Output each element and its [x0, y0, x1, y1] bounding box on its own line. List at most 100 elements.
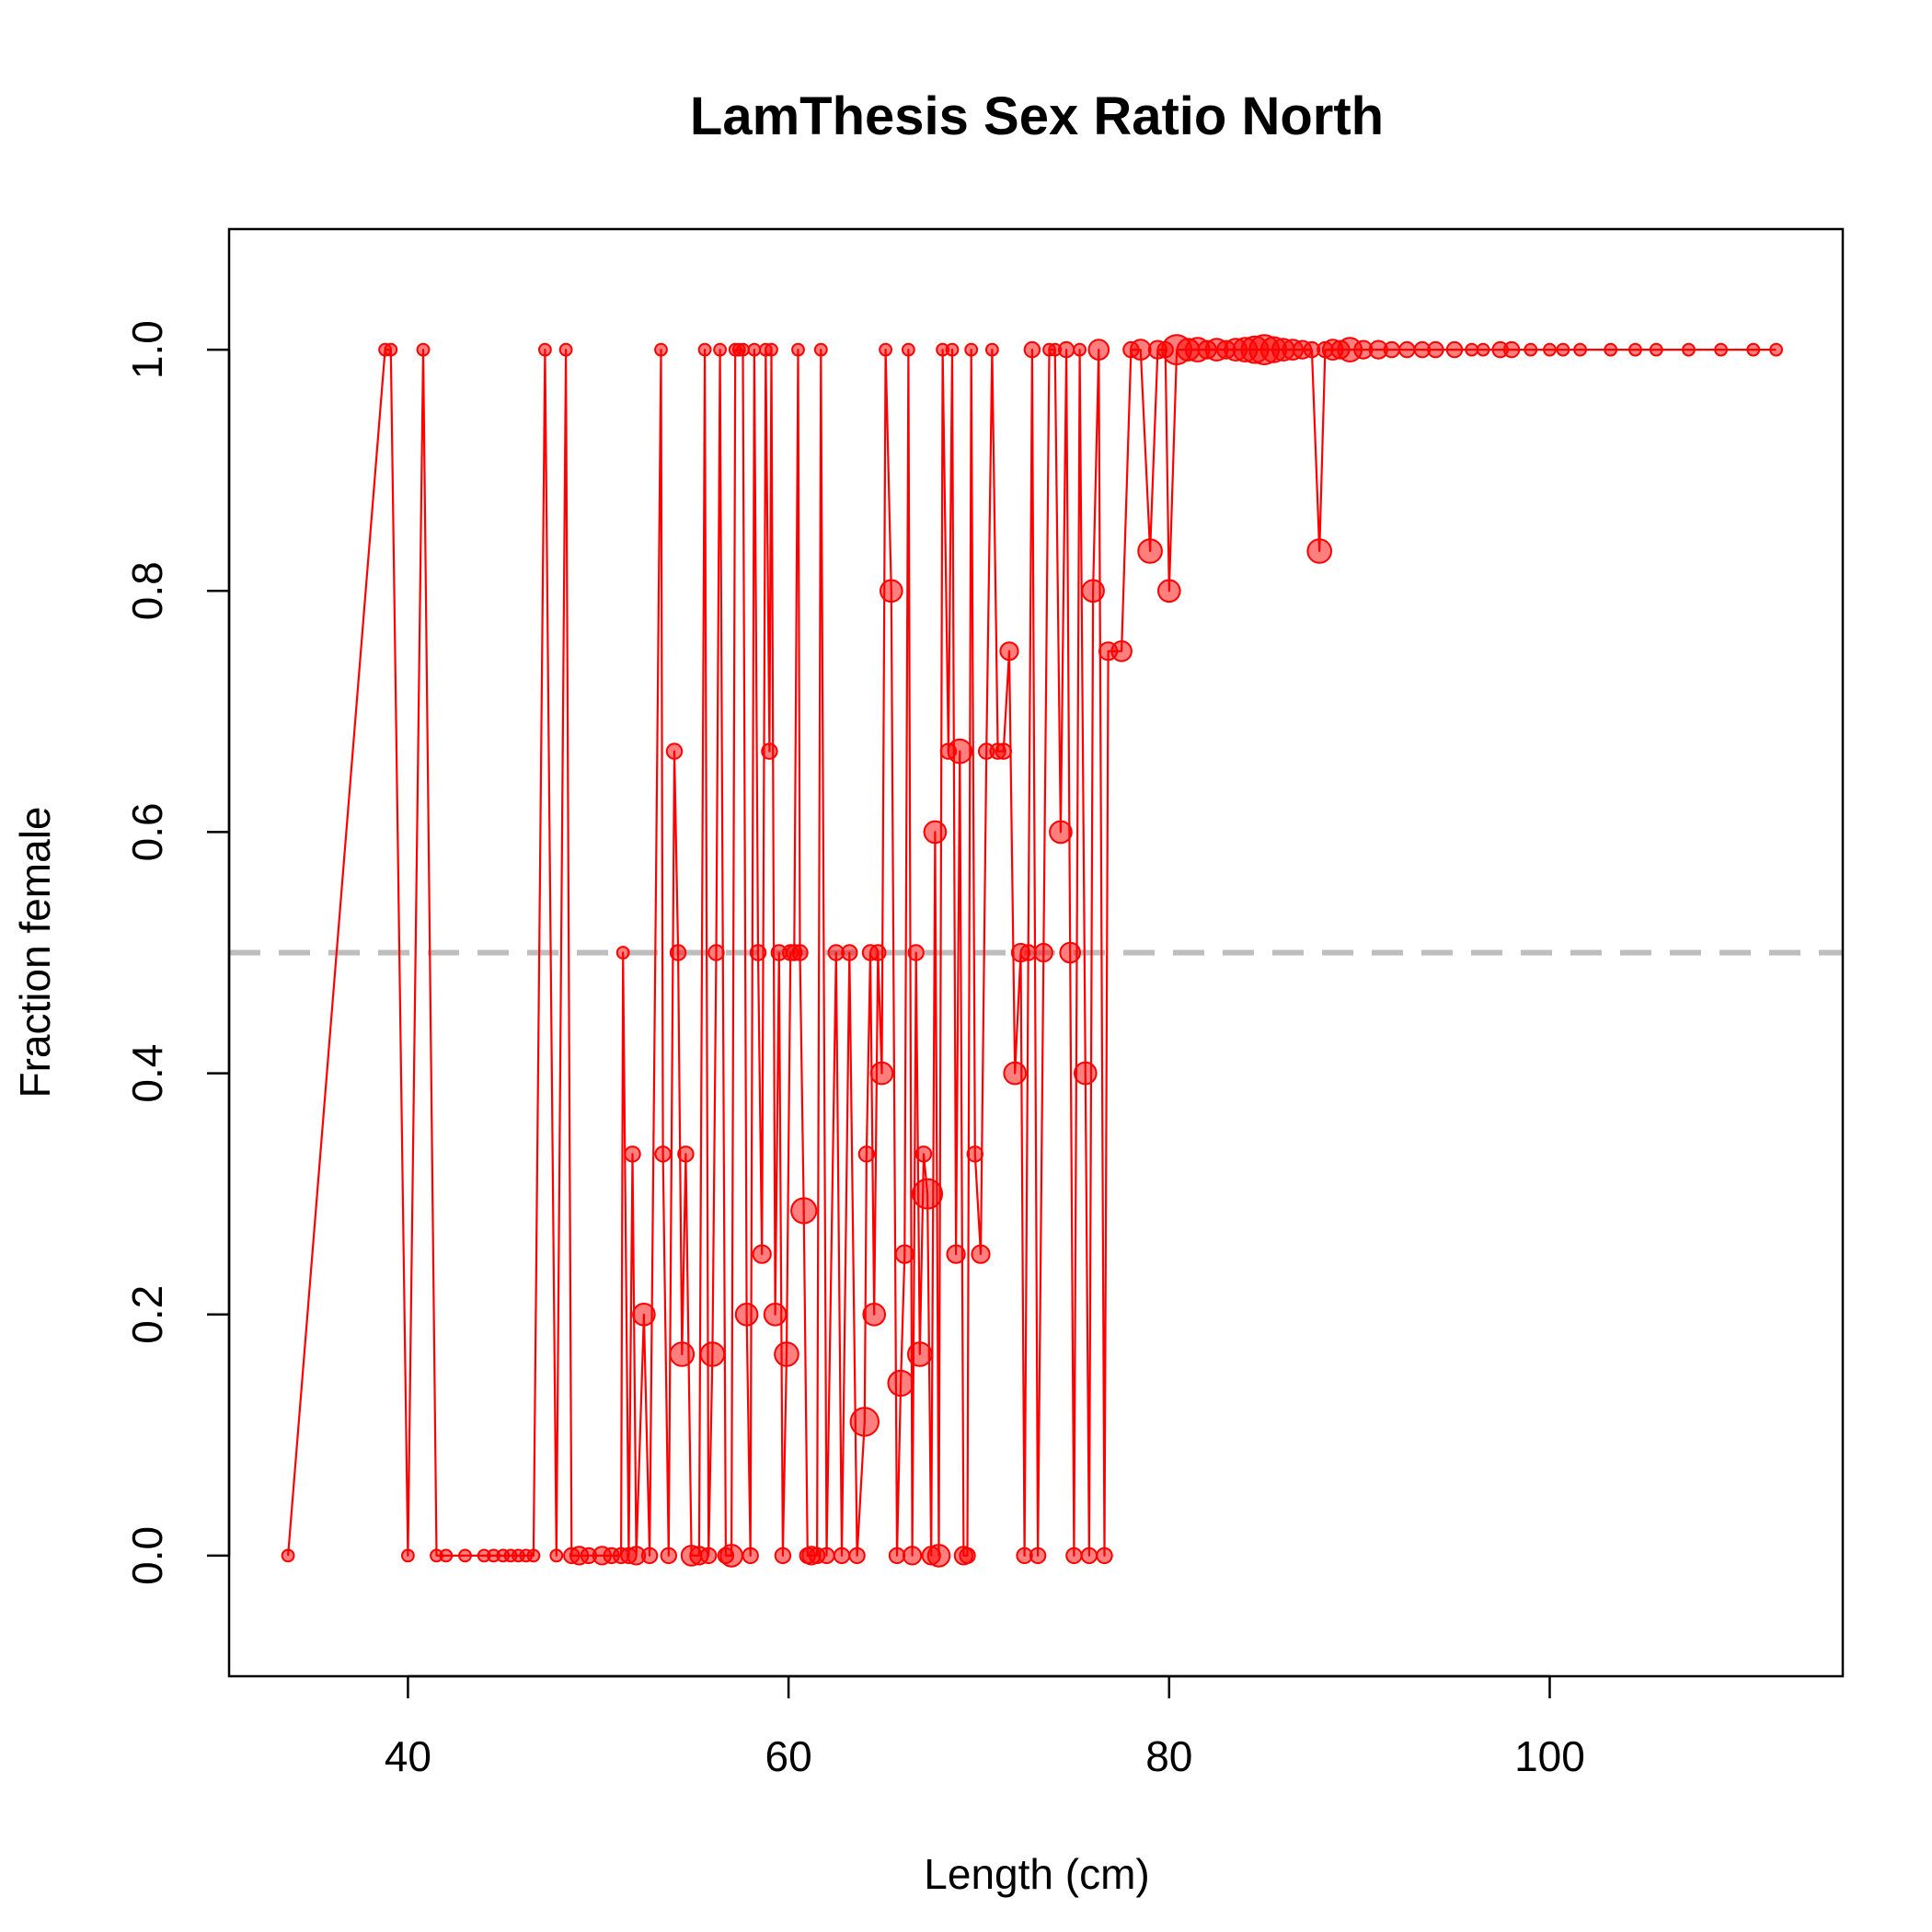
data-point	[774, 1341, 799, 1367]
data-point	[660, 1547, 677, 1565]
data-point	[558, 342, 573, 357]
data-point	[923, 820, 948, 845]
data-point	[615, 946, 630, 960]
data-point	[654, 342, 668, 357]
data-point	[384, 342, 398, 357]
data-point	[1087, 339, 1110, 361]
data-point	[697, 342, 712, 357]
data-point	[699, 1341, 726, 1367]
y-axis: 0.0 0.2 0.4 0.6 0.8 1.0	[123, 320, 231, 1585]
data-point	[914, 1145, 933, 1163]
data-point	[999, 641, 1019, 661]
data-point	[964, 342, 979, 357]
x-tick-label: 100	[1514, 1732, 1585, 1780]
data-point	[707, 944, 725, 961]
data-point	[458, 1548, 472, 1563]
data-point	[665, 742, 684, 760]
data-point	[1065, 1547, 1083, 1565]
data-point	[903, 1546, 923, 1566]
data-point	[894, 1244, 914, 1264]
data-point	[1465, 342, 1479, 357]
data-point	[1427, 340, 1444, 359]
data-point	[1059, 941, 1081, 964]
y-tick-label: 0.4	[123, 1044, 171, 1103]
data-point	[857, 1145, 876, 1163]
data-point	[833, 1547, 851, 1565]
data-point	[765, 342, 778, 357]
data-point	[1057, 340, 1075, 359]
data-point	[774, 1547, 792, 1565]
data-point	[742, 1547, 759, 1565]
data-point	[1096, 1547, 1113, 1565]
data-point	[439, 1548, 454, 1563]
data-point	[790, 1197, 818, 1225]
x-axis-label: Length (cm)	[924, 1850, 1149, 1898]
data-point	[1398, 340, 1416, 359]
marker-layer	[281, 334, 1783, 1568]
data-point	[1714, 342, 1728, 357]
data-point	[1383, 340, 1401, 359]
data-point	[719, 1544, 743, 1568]
data-point	[1110, 640, 1133, 662]
data-point	[416, 342, 431, 357]
data-point	[1524, 342, 1538, 357]
data-point	[1049, 820, 1073, 845]
data-point	[1023, 340, 1041, 359]
data-point	[912, 1178, 943, 1210]
data-point	[763, 1303, 788, 1327]
data-point	[945, 342, 960, 357]
data-point	[1073, 342, 1087, 357]
data-point	[1130, 339, 1152, 361]
data-point	[1604, 342, 1618, 357]
data-point	[1029, 1547, 1047, 1565]
data-point	[526, 1548, 541, 1563]
data-point	[1074, 1061, 1098, 1086]
data-point	[818, 1547, 835, 1565]
data-point	[887, 1369, 914, 1397]
data-point	[281, 1548, 295, 1563]
data-point	[1628, 342, 1642, 357]
data-point	[713, 342, 727, 357]
data-point	[1543, 342, 1557, 357]
y-tick-label: 0.8	[123, 561, 171, 620]
data-point	[1682, 342, 1696, 357]
data-point	[640, 1547, 659, 1565]
data-point	[907, 1341, 933, 1367]
data-point	[862, 1303, 887, 1327]
data-point	[761, 742, 778, 760]
y-tick-label: 1.0	[123, 320, 171, 379]
data-point	[985, 342, 999, 357]
data-point	[654, 1145, 672, 1163]
data-point	[995, 742, 1013, 760]
data-point	[749, 944, 767, 961]
data-point	[879, 342, 892, 357]
data-point	[869, 944, 887, 961]
data-point	[1649, 342, 1663, 357]
data-point	[1003, 1061, 1027, 1086]
data-point	[1746, 342, 1761, 357]
data-point	[841, 944, 858, 961]
data-point	[902, 342, 915, 357]
data-point	[1306, 538, 1332, 564]
data-point	[677, 1145, 695, 1163]
data-point	[947, 738, 973, 765]
data-point	[549, 1548, 564, 1563]
data-point	[791, 944, 809, 961]
data-point	[700, 1547, 718, 1565]
data-point	[1502, 340, 1521, 359]
data-point	[848, 1547, 866, 1565]
data-point	[813, 342, 828, 357]
data-point	[1476, 342, 1490, 357]
data-point	[734, 1303, 759, 1327]
data-point	[401, 1548, 415, 1563]
data-point	[849, 1407, 880, 1437]
data-point	[632, 1303, 656, 1327]
data-point	[880, 579, 903, 604]
data-point	[959, 1547, 976, 1565]
y-tick-label: 0.2	[123, 1285, 171, 1344]
x-axis: 40 60 80 100	[385, 1674, 1585, 1780]
data-point	[1033, 942, 1053, 963]
data-point	[1556, 342, 1570, 357]
data-point	[791, 342, 805, 357]
